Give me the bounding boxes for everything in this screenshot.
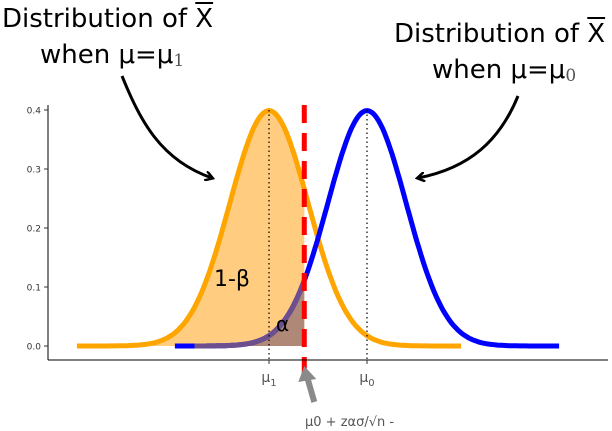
y-tick-label: 0.4	[27, 107, 42, 117]
y-tick-label: 0.0	[27, 343, 42, 353]
right-title-line2: when μ=μ	[432, 55, 566, 85]
y-tick-label: 0.2	[27, 225, 41, 235]
x-tick-label-mu1: μ1	[261, 370, 276, 389]
critical-value-label: μ0 + zασ/√n -	[305, 415, 394, 430]
y-tick-label: 0.3	[27, 166, 41, 176]
right-title-xbar: X	[587, 19, 606, 49]
left-title-sub: 1	[173, 51, 185, 71]
left-title-line1: Distribution of	[2, 4, 196, 34]
left-distribution-title: Distribution of X	[2, 6, 213, 32]
right-distribution-subtitle: when μ=μ0	[432, 57, 576, 85]
region-alpha	[174, 280, 305, 346]
power-label: 1-β	[214, 267, 250, 292]
right-distribution-title: Distribution of X	[394, 21, 605, 47]
left-title-xbar: X	[195, 4, 214, 34]
left-distribution-subtitle: when μ=μ1	[40, 42, 184, 70]
critical-arrow-head	[298, 366, 317, 382]
alpha-label: α	[276, 312, 289, 336]
right-title-line1: Distribution of	[394, 19, 588, 49]
right-title-arrow	[418, 95, 520, 178]
left-title-line2: when μ=μ	[40, 40, 174, 70]
left-title-arrow	[120, 75, 212, 178]
y-tick-label: 0.1	[27, 284, 41, 294]
region-power	[76, 110, 305, 346]
series-mu0-overlap	[194, 279, 307, 349]
right-title-sub: 0	[565, 66, 577, 86]
x-tick-label-mu0: μ0	[359, 370, 374, 389]
